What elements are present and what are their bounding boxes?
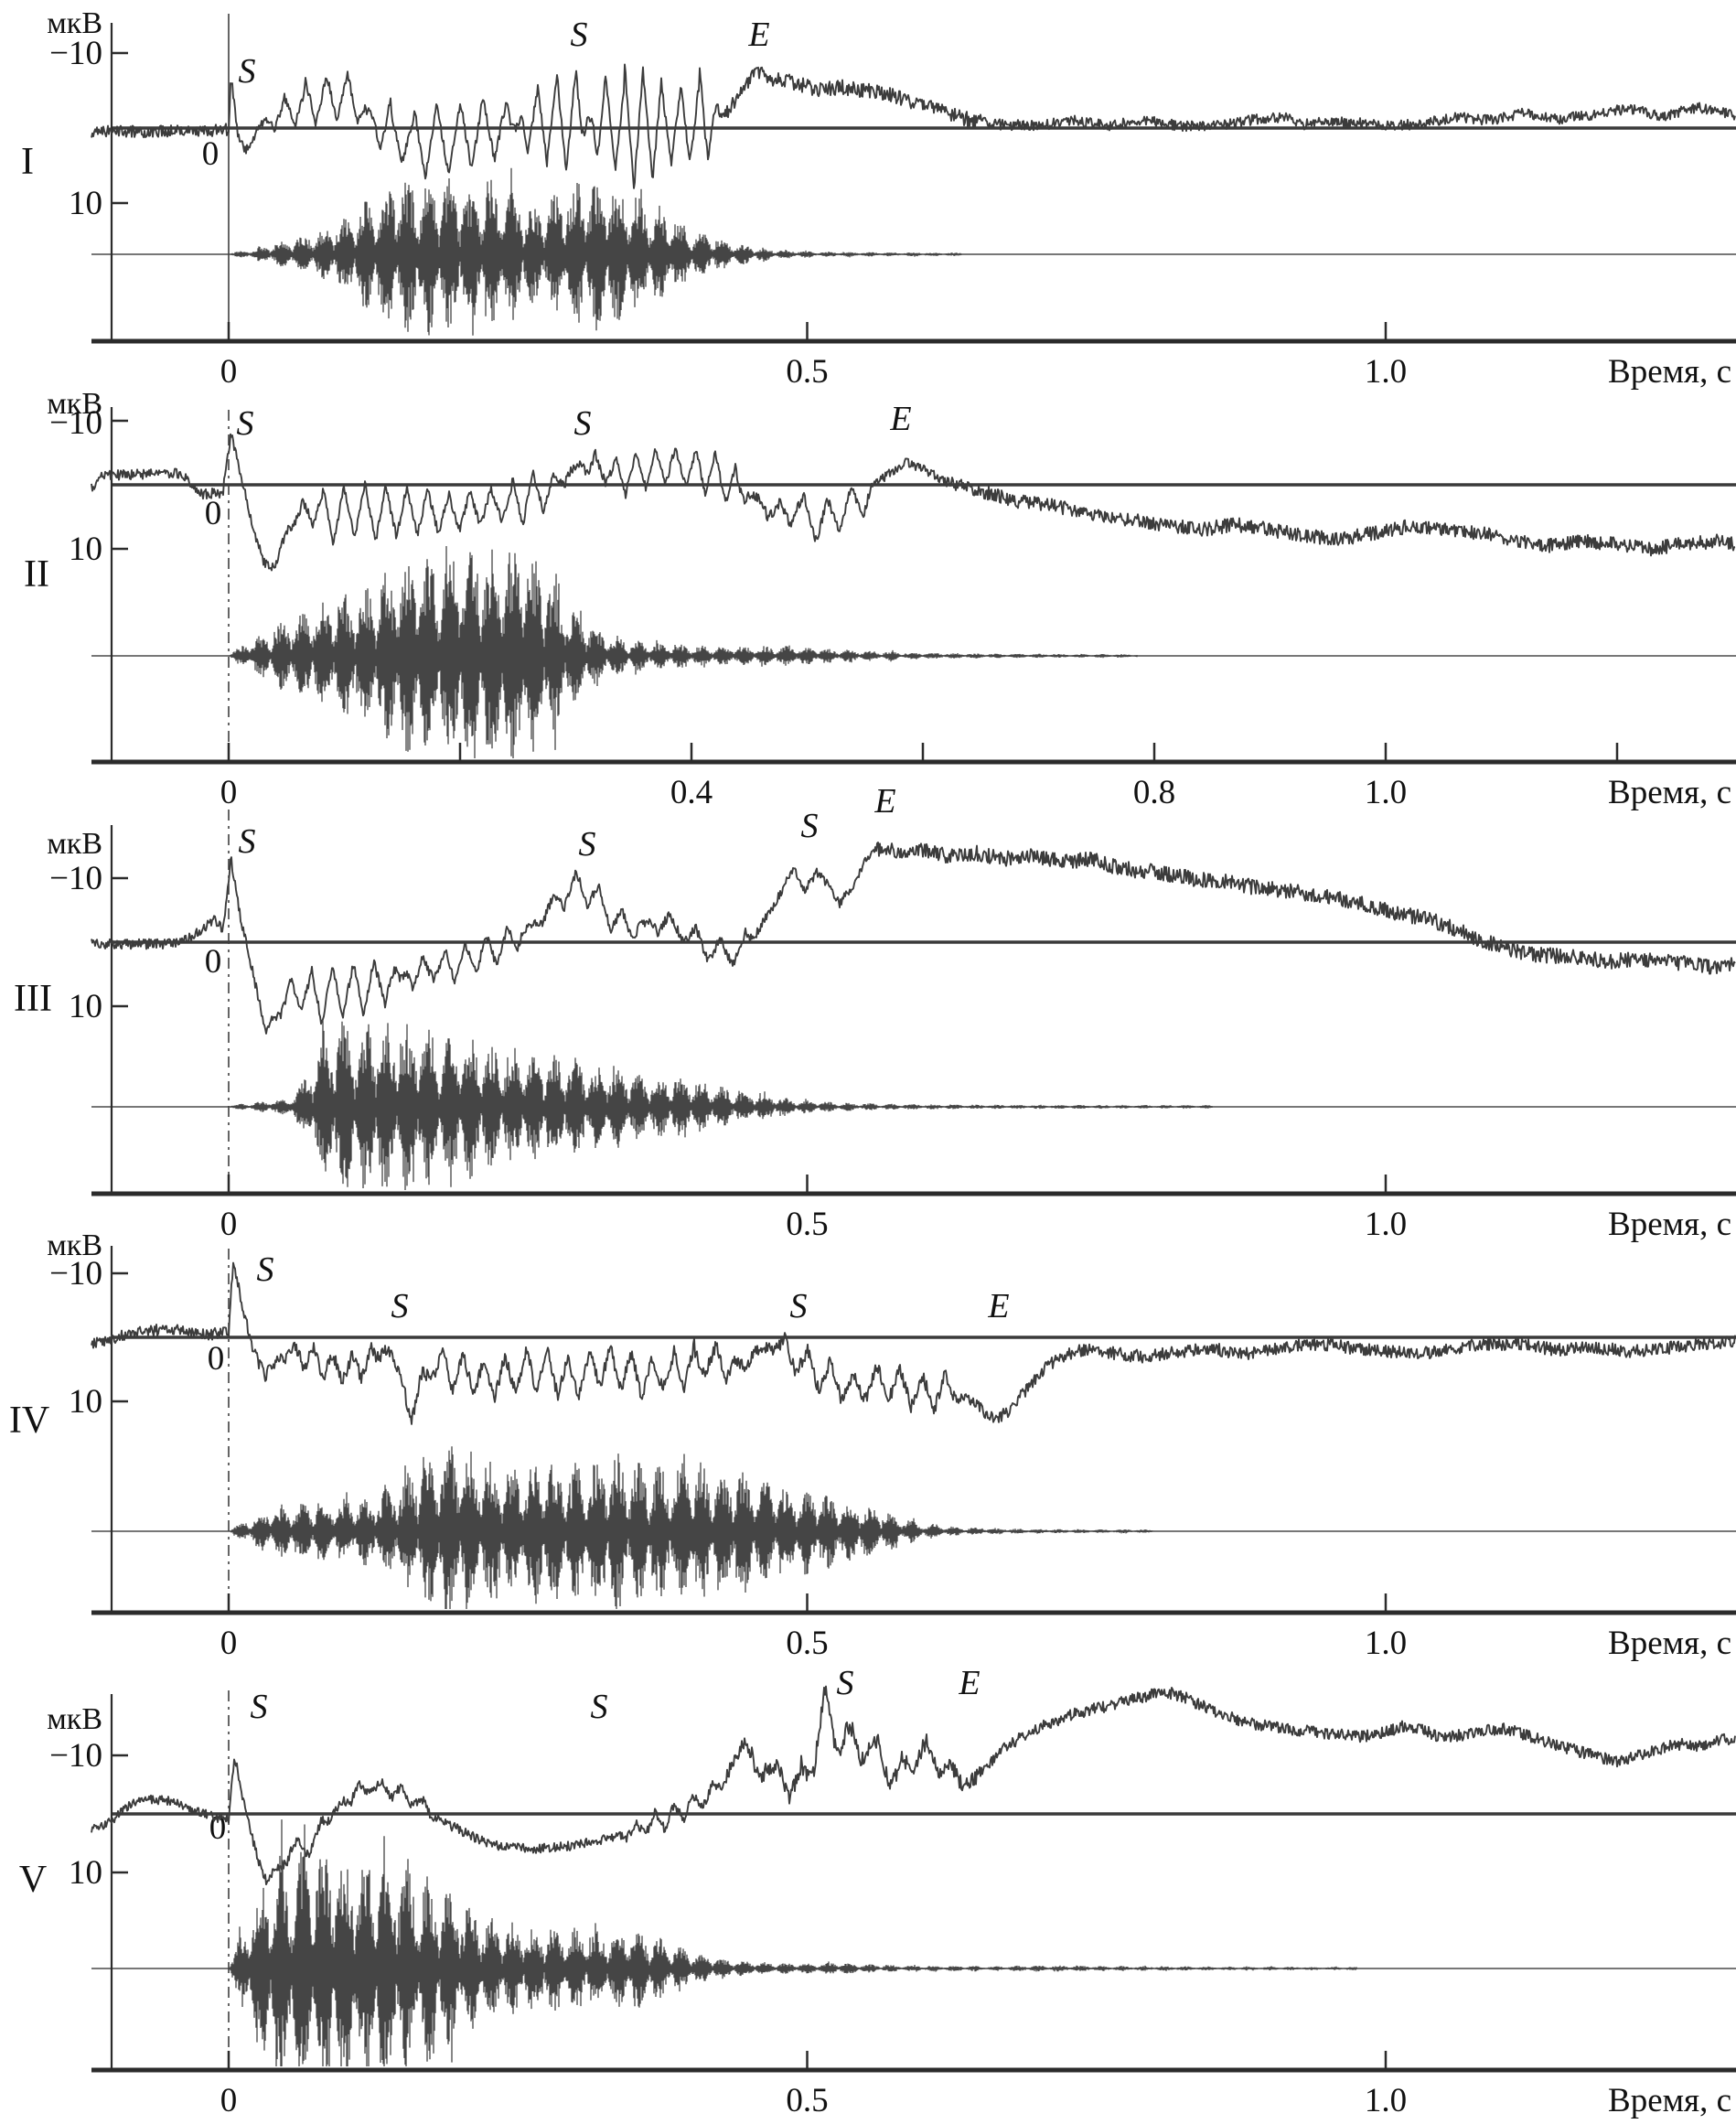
x-tick-label: 0.5 — [786, 2082, 828, 2119]
x-axis-title: Время, с — [1608, 1206, 1731, 1243]
panel-I-audio-trace — [230, 167, 962, 336]
annotation-s-marker: S — [257, 1250, 274, 1289]
y-tick-label: −10 — [49, 404, 102, 442]
y-axis-unit-label: мкВ — [47, 1702, 102, 1736]
panel-numeral: V — [19, 1859, 47, 1901]
panel-I: 0 0.5 1.0 Время, с мкВ−10 0 10 I S S E — [21, 6, 1736, 391]
x-tick-label: 0.5 — [786, 353, 828, 391]
panel-IV-ep-trace — [91, 1261, 1736, 1425]
x-tick-label: 1.0 — [1365, 774, 1407, 811]
x-tick-label: 1.0 — [1365, 1625, 1407, 1662]
y-tick-label: −10 — [49, 1255, 102, 1293]
panel-II-audio-trace — [229, 546, 1138, 758]
x-tick-label: 0 — [220, 774, 238, 811]
panel-IV-audio-trace — [229, 1446, 1155, 1609]
annotation-e-marker: E — [987, 1287, 1009, 1325]
panel-numeral: II — [24, 553, 49, 595]
x-tick-label: 0 — [220, 2082, 238, 2119]
y-zero-label: 0 — [205, 943, 222, 981]
panel-II: 0 0.4 0.8 1.0 Время, с мкВ−10 0 10 II S S E — [24, 387, 1736, 811]
panel-V-audio-trace — [229, 1819, 1357, 2066]
annotation-s-marker: S — [251, 1688, 268, 1726]
x-axis-title: Время, с — [1608, 1625, 1731, 1662]
x-tick-label: 0.4 — [670, 774, 713, 811]
annotation-s-marker: S — [239, 822, 256, 861]
y-tick-label: −10 — [49, 35, 102, 72]
annotation-s-marker: S — [801, 807, 819, 845]
annotation-e-marker: E — [958, 1664, 980, 1702]
annotation-s-marker: S — [571, 16, 588, 54]
y-tick-label: 10 — [69, 1383, 102, 1421]
panel-V-ep-trace — [91, 1685, 1736, 1886]
x-tick-label: 0 — [220, 353, 238, 391]
y-axis-unit-label: мкВ — [47, 387, 102, 421]
x-axis-title: Время, с — [1608, 353, 1731, 391]
y-tick-label: −10 — [49, 860, 102, 897]
x-tick-label: 1.0 — [1365, 1206, 1407, 1243]
y-axis-unit-label: мкВ — [47, 1228, 102, 1262]
annotation-s-marker: S — [574, 404, 592, 443]
annotation-s-marker: S — [391, 1287, 409, 1325]
panel-IV: 0 0.5 1.0 Время, с мкВ−10 0 10 IV S S S E — [9, 1228, 1736, 1662]
annotation-s-marker: S — [239, 52, 256, 91]
y-tick-label: 10 — [69, 185, 102, 222]
y-axis-unit-label: мкВ — [47, 827, 102, 861]
y-tick-label: 10 — [69, 531, 102, 568]
x-tick-label: 0.8 — [1133, 774, 1175, 811]
panel-III-ep-trace — [91, 842, 1736, 1035]
panel-I-ep-trace — [91, 63, 1736, 189]
panel-numeral: III — [14, 978, 52, 1020]
annotation-s-marker: S — [579, 825, 596, 864]
y-zero-label: 0 — [208, 1340, 225, 1378]
x-axis-title: Время, с — [1608, 774, 1731, 811]
x-tick-label: 0 — [220, 1625, 238, 1662]
x-axis-title: Время, с — [1608, 2082, 1731, 2119]
annotation-s-marker: S — [237, 404, 254, 443]
annotation-s-marker: S — [790, 1287, 808, 1325]
x-tick-label: 0.5 — [786, 1625, 828, 1662]
y-zero-label: 0 — [202, 135, 220, 173]
panel-numeral: IV — [9, 1400, 49, 1442]
x-tick-label: 1.0 — [1365, 353, 1407, 391]
y-zero-label: 0 — [205, 495, 222, 532]
panel-III-audio-trace — [230, 1019, 1213, 1190]
x-tick-label: 0.5 — [786, 1206, 828, 1243]
y-tick-label: −10 — [49, 1737, 102, 1775]
panel-II-ep-trace — [91, 433, 1736, 572]
annotation-e-marker: E — [889, 400, 911, 438]
annotation-s-marker: S — [837, 1664, 854, 1702]
annotation-s-marker: S — [591, 1688, 608, 1726]
y-tick-label: 10 — [69, 988, 102, 1025]
annotation-e-marker: E — [747, 16, 769, 54]
y-axis-unit-label: мкВ — [47, 6, 102, 40]
x-tick-label: 1.0 — [1365, 2082, 1407, 2119]
x-tick-label: 0 — [220, 1206, 238, 1243]
panel-numeral: I — [21, 141, 34, 183]
panel-III: 0 0.5 1.0 Время, с мкВ−10 0 10 III S S S E — [14, 782, 1736, 1243]
annotation-e-marker: E — [873, 782, 895, 821]
y-tick-label: 10 — [69, 1854, 102, 1892]
